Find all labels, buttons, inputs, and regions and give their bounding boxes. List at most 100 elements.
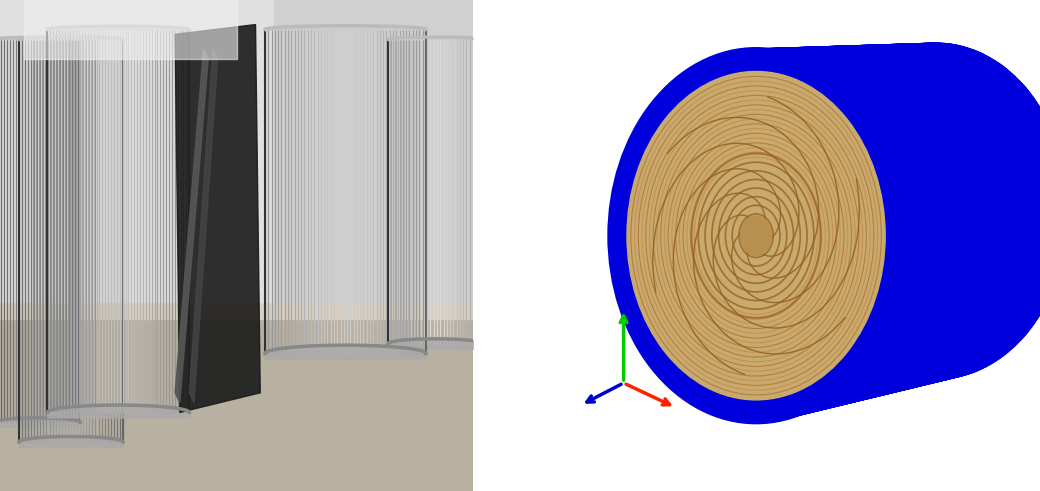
Polygon shape: [609, 228, 624, 243]
Polygon shape: [609, 218, 804, 247]
Polygon shape: [840, 92, 858, 115]
Polygon shape: [870, 106, 1040, 122]
Polygon shape: [618, 267, 812, 301]
Polygon shape: [901, 236, 1040, 267]
Polygon shape: [788, 374, 967, 418]
Polygon shape: [864, 322, 1036, 361]
Polygon shape: [763, 379, 945, 422]
Polygon shape: [739, 44, 924, 51]
Polygon shape: [813, 267, 829, 285]
Polygon shape: [620, 146, 814, 166]
Polygon shape: [866, 101, 1037, 116]
Polygon shape: [658, 83, 851, 96]
Polygon shape: [648, 324, 840, 364]
Polygon shape: [860, 120, 878, 142]
Polygon shape: [609, 200, 804, 228]
Polygon shape: [615, 257, 809, 290]
Polygon shape: [878, 118, 1040, 135]
Polygon shape: [654, 332, 847, 372]
Polygon shape: [849, 81, 1021, 94]
Polygon shape: [895, 260, 1040, 294]
Polygon shape: [735, 50, 748, 70]
Polygon shape: [893, 267, 1040, 301]
Polygon shape: [884, 289, 1040, 326]
Polygon shape: [624, 283, 817, 319]
Bar: [0, 0, 473, 334]
Polygon shape: [968, 50, 982, 69]
Polygon shape: [650, 327, 842, 367]
Polygon shape: [175, 25, 260, 412]
Polygon shape: [755, 379, 937, 422]
Polygon shape: [800, 51, 979, 59]
Polygon shape: [609, 225, 805, 255]
Polygon shape: [609, 215, 804, 244]
Polygon shape: [638, 310, 831, 349]
Ellipse shape: [804, 43, 1040, 379]
Polygon shape: [616, 159, 810, 181]
Polygon shape: [883, 127, 1040, 145]
Polygon shape: [865, 62, 881, 83]
Polygon shape: [632, 118, 826, 135]
Polygon shape: [671, 348, 861, 389]
Polygon shape: [886, 286, 1040, 323]
Polygon shape: [888, 139, 1040, 159]
Polygon shape: [666, 77, 857, 89]
Polygon shape: [612, 243, 807, 275]
Polygon shape: [876, 304, 1040, 343]
Polygon shape: [844, 343, 1017, 385]
Polygon shape: [724, 375, 910, 418]
Polygon shape: [814, 57, 991, 66]
Polygon shape: [831, 67, 1006, 78]
Polygon shape: [770, 378, 952, 421]
Polygon shape: [686, 62, 876, 72]
Polygon shape: [743, 378, 927, 422]
Polygon shape: [660, 339, 853, 380]
Polygon shape: [876, 115, 1040, 132]
Polygon shape: [625, 286, 820, 323]
Polygon shape: [968, 353, 982, 373]
Polygon shape: [617, 263, 811, 298]
Polygon shape: [619, 270, 813, 305]
Polygon shape: [705, 56, 721, 78]
Polygon shape: [755, 43, 937, 49]
Polygon shape: [752, 379, 935, 422]
Polygon shape: [841, 75, 1015, 86]
Polygon shape: [817, 378, 834, 401]
Polygon shape: [903, 200, 1040, 228]
Polygon shape: [821, 360, 996, 404]
Polygon shape: [757, 43, 940, 49]
Polygon shape: [856, 332, 1028, 372]
Polygon shape: [890, 276, 1040, 312]
Polygon shape: [652, 90, 844, 105]
Polygon shape: [890, 353, 904, 373]
Polygon shape: [817, 362, 993, 405]
Polygon shape: [817, 58, 993, 68]
Polygon shape: [644, 319, 836, 358]
Polygon shape: [834, 69, 1008, 80]
Polygon shape: [891, 146, 1040, 166]
Polygon shape: [617, 156, 811, 178]
Polygon shape: [884, 264, 901, 282]
Polygon shape: [721, 47, 907, 55]
Polygon shape: [610, 187, 805, 212]
Polygon shape: [826, 295, 842, 315]
Polygon shape: [901, 179, 1040, 204]
Polygon shape: [714, 49, 902, 56]
Polygon shape: [991, 62, 1007, 83]
Polygon shape: [892, 149, 1040, 170]
Polygon shape: [852, 336, 1023, 378]
Polygon shape: [690, 60, 878, 70]
Polygon shape: [609, 211, 804, 240]
Polygon shape: [881, 296, 1040, 333]
Polygon shape: [900, 176, 1040, 200]
Polygon shape: [836, 71, 1011, 82]
Polygon shape: [886, 133, 1040, 152]
Polygon shape: [806, 170, 821, 186]
Polygon shape: [619, 149, 813, 170]
Polygon shape: [898, 253, 1040, 286]
Polygon shape: [766, 44, 948, 50]
Polygon shape: [656, 334, 848, 375]
Polygon shape: [609, 208, 804, 236]
Polygon shape: [642, 316, 834, 355]
Polygon shape: [664, 341, 855, 382]
